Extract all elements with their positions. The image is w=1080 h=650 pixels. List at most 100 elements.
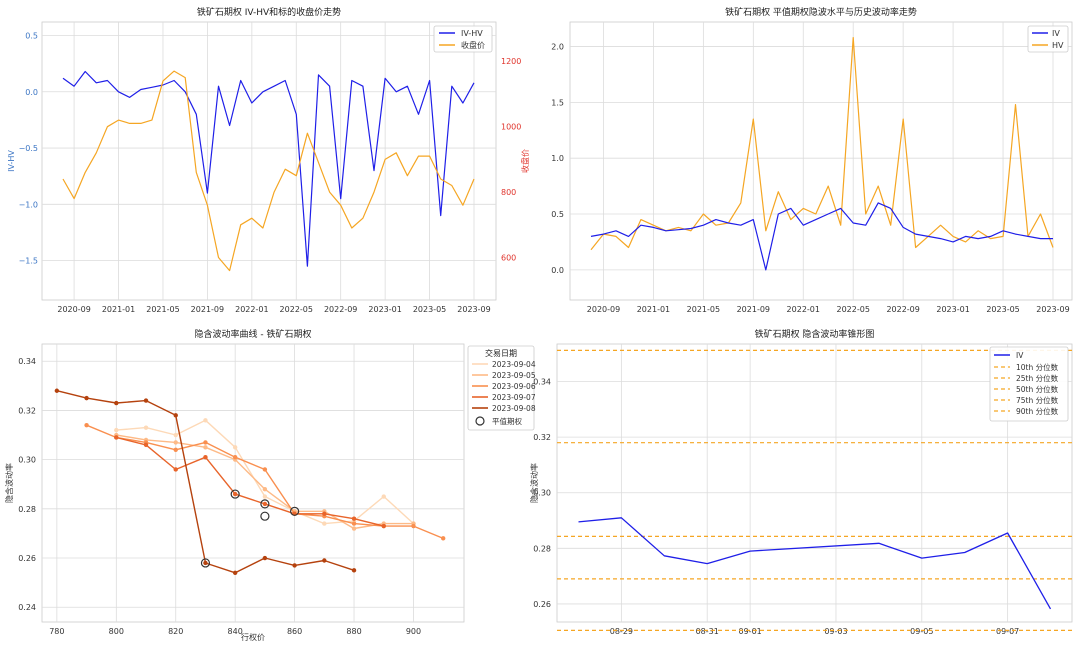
data-point: [232, 491, 238, 497]
y-tick-label: 1.5: [551, 98, 564, 107]
data-point: [351, 516, 357, 521]
x-tick-label: 09-01: [739, 627, 762, 636]
data-point: [203, 560, 208, 566]
data-point: [84, 395, 89, 401]
data-point: [351, 521, 357, 526]
y-tick-label: 0.30: [533, 489, 551, 498]
data-point: [322, 511, 327, 516]
data-point: [143, 442, 149, 448]
x-tick-label: 2021-05: [687, 305, 720, 314]
x-tick-label: 2021-01: [102, 305, 135, 314]
data-point: [54, 388, 60, 393]
data-point: [262, 494, 268, 499]
chart2-plot-area: [569, 21, 1073, 301]
x-tick-label: 2022-01: [787, 305, 820, 314]
x-tick-label: 800: [109, 627, 124, 636]
chart3-xlabel: 行权价: [241, 632, 265, 642]
y-tick-label: 0.28: [18, 505, 36, 514]
legend-label: IV: [1016, 351, 1024, 360]
atm-marker: [230, 489, 240, 499]
legend-label: 平值期权: [492, 416, 522, 426]
x-tick-label: 2023-05: [413, 305, 446, 314]
data-point: [203, 454, 208, 460]
data-point: [203, 445, 208, 450]
data-point: [262, 486, 268, 492]
x-tick-label: 2023-09: [457, 305, 490, 314]
data-point: [173, 447, 178, 452]
x-tick-label: 08-29: [610, 627, 633, 636]
y-tick-label: 0.5: [551, 210, 564, 219]
chart1-title: 铁矿石期权 IV-HV和标的收盘价走势: [197, 6, 341, 18]
data-point: [173, 467, 178, 472]
data-point: [262, 467, 268, 472]
legend-label: 90th 分位数: [1016, 406, 1059, 416]
legend-label: 25th 分位数: [1016, 373, 1059, 383]
legend-label: 收盘价: [461, 40, 485, 50]
x-tick-label: 2020-09: [587, 305, 620, 314]
data-point: [114, 435, 119, 440]
y2-tick-label: 600: [501, 253, 516, 262]
y-tick-label: −1.5: [19, 257, 38, 266]
y-tick-label: 0.5: [25, 32, 38, 41]
x-tick-label: 2023-01: [368, 305, 401, 314]
chart3-plot-area: [41, 343, 465, 623]
y2-tick-label: 800: [501, 188, 516, 197]
legend-label: 2023-09-04: [492, 360, 536, 369]
x-tick-label: 900: [406, 627, 421, 636]
series-line-iv: [590, 202, 1053, 271]
x-tick-label: 09-03: [824, 627, 847, 636]
y-tick-label: 0.0: [551, 266, 564, 275]
legend-box: [989, 346, 1069, 422]
data-point: [173, 432, 178, 438]
x-tick-label: 2023-09: [1036, 305, 1069, 314]
y-tick-label: 1.0: [551, 154, 564, 163]
legend-label: 2023-09-06: [492, 382, 536, 391]
x-tick-label: 2022-05: [836, 305, 869, 314]
data-point: [114, 400, 119, 406]
atm-marker: [290, 506, 300, 516]
data-point: [411, 523, 416, 529]
atm-marker: [200, 558, 211, 568]
y-tick-label: 0.30: [18, 456, 36, 465]
y-tick-label: 2.0: [551, 43, 564, 52]
legend-label: IV: [1052, 29, 1060, 38]
legend-label: 2023-09-07: [492, 393, 536, 402]
data-point: [173, 413, 178, 418]
x-tick-label: 2022-05: [280, 305, 313, 314]
chart1-plot-area: [41, 21, 497, 301]
data-point: [143, 425, 149, 430]
data-point: [203, 440, 208, 445]
x-tick-label: 2023-05: [986, 305, 1019, 314]
data-point: [232, 570, 238, 575]
data-point: [322, 521, 327, 526]
legend-label: 2023-09-05: [492, 371, 536, 380]
data-point: [203, 418, 208, 423]
x-tick-label: 860: [287, 627, 302, 636]
data-point: [84, 422, 89, 428]
legend-label: 2023-09-08: [492, 404, 536, 413]
y-tick-label: 0.32: [533, 433, 551, 442]
y2-tick-label: 1200: [501, 57, 521, 66]
chart4-plot-area: [556, 343, 1073, 623]
x-tick-label: 09-07: [996, 627, 1019, 636]
x-tick-label: 2022-09: [324, 305, 357, 314]
data-point: [381, 523, 386, 529]
chart4-ylabel: 隐含波动率: [529, 463, 539, 503]
chart1-y2label: 收盘价: [520, 149, 530, 173]
legend-title: 交易日期: [485, 348, 517, 358]
x-tick-label: 840: [228, 627, 243, 636]
data-point: [351, 526, 357, 531]
x-tick-label: 2021-09: [191, 305, 224, 314]
data-point: [381, 494, 386, 499]
y-tick-label: −1.0: [19, 200, 38, 209]
x-tick-label: 2020-09: [57, 305, 90, 314]
x-tick-label: 820: [168, 627, 183, 636]
chart4-title: 铁矿石期权 隐含波动率锥形图: [755, 328, 875, 340]
x-tick-label: 2021-09: [737, 305, 770, 314]
y-tick-label: 0.24: [18, 603, 36, 612]
atm-marker: [260, 499, 270, 509]
y-tick-label: 0.0: [25, 88, 38, 97]
y-tick-label: 0.26: [533, 600, 551, 609]
